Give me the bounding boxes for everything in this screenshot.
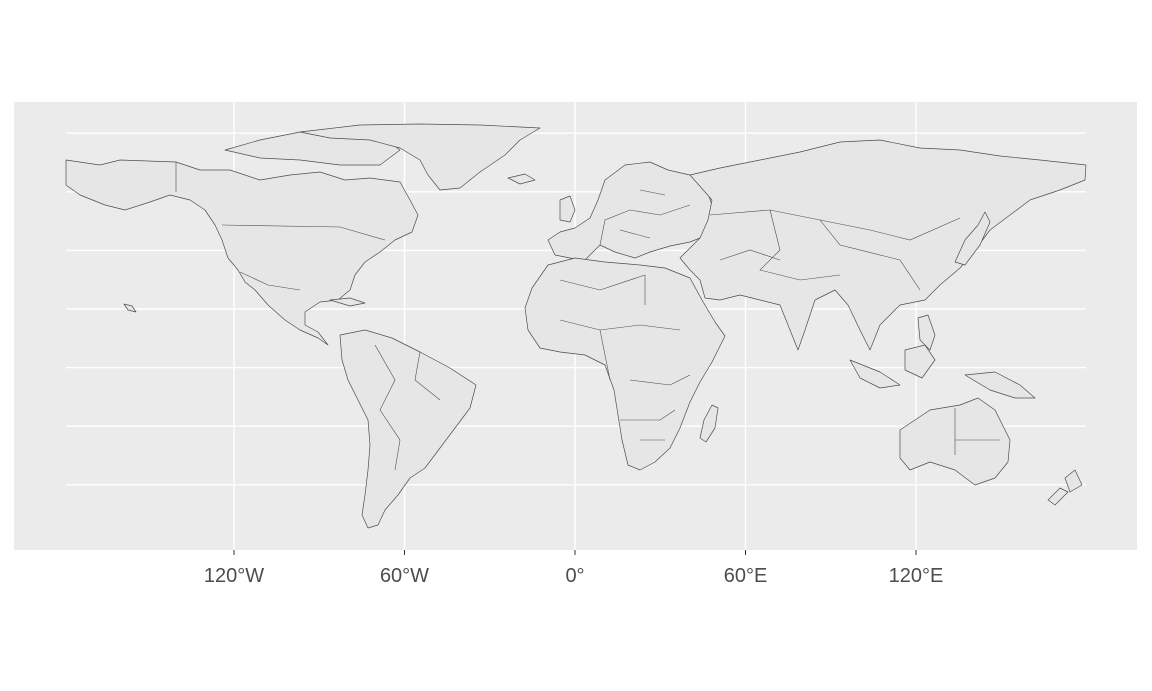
x-axis-tick-label: 120°E	[889, 565, 944, 587]
x-axis-labels: 120°W 60°W 0° 60°E 120°E	[204, 565, 943, 587]
border-europe	[599, 189, 691, 246]
border-south-america	[374, 344, 441, 471]
south-america-shape	[339, 329, 477, 529]
philippines-shape	[917, 314, 936, 351]
new-guinea-shape	[964, 371, 1036, 399]
border-australia	[954, 408, 1000, 455]
x-axis-tick-label: 60°W	[380, 565, 429, 587]
new-zealand-shape	[1047, 469, 1083, 506]
land-masses	[65, 123, 1087, 529]
iceland-shape	[507, 173, 536, 185]
madagascar-shape	[699, 404, 719, 443]
border-asia	[709, 209, 961, 291]
uk-shape	[559, 195, 576, 223]
japan-shape	[954, 211, 991, 266]
x-axis-tick-label: 60°E	[724, 565, 768, 587]
greenland-shape	[299, 123, 541, 191]
border-africa	[559, 274, 691, 441]
x-axis-tick-label: 0°	[565, 565, 584, 587]
country-borders	[175, 162, 1000, 471]
asia-shape	[679, 139, 1087, 351]
border-us-canada	[221, 224, 386, 241]
north-america-shape	[65, 159, 419, 346]
borneo-shape	[904, 344, 936, 379]
hawaii-shape	[123, 303, 137, 313]
africa-shape	[524, 257, 726, 471]
border-us-mexico	[239, 271, 301, 291]
caribbean-shape	[329, 297, 366, 307]
x-axis-ticks	[233, 550, 917, 555]
southeast-asia-islands-shape	[849, 359, 901, 389]
x-axis-tick-label: 120°W	[204, 565, 264, 587]
